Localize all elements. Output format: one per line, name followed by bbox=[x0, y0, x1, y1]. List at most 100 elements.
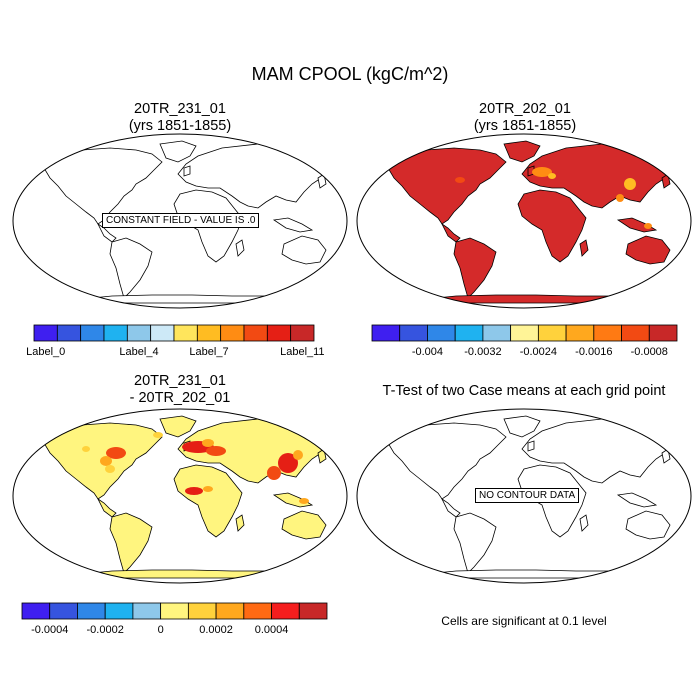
continent-greenland bbox=[159, 415, 197, 438]
colorbar-label: -0.004 bbox=[412, 346, 443, 358]
panel-4-title-line1: T-Test of two Case means at each grid po… bbox=[382, 383, 666, 399]
hotspot bbox=[455, 177, 465, 183]
colorbar-swatch bbox=[266, 324, 292, 342]
map-border bbox=[12, 133, 348, 309]
colorbar-swatch bbox=[290, 324, 315, 342]
colorbar-swatch bbox=[215, 602, 245, 620]
colorbar-label: -0.0008 bbox=[631, 346, 668, 358]
colorbar-swatch bbox=[565, 324, 595, 342]
hotspot bbox=[105, 465, 115, 473]
colorbar-swatch bbox=[537, 324, 567, 342]
hotspot bbox=[206, 446, 226, 456]
colorbar-swatch bbox=[21, 602, 51, 620]
colorbar-label: Label_0 bbox=[26, 346, 65, 358]
colorbar-swatch bbox=[371, 324, 401, 342]
continent-madagascar bbox=[579, 239, 589, 257]
panel-3-title: 20TR_231_01 - 20TR_202_01 bbox=[40, 373, 320, 407]
continent-australia bbox=[625, 235, 671, 265]
hotspot bbox=[299, 498, 309, 504]
map-border bbox=[356, 133, 692, 309]
colorbar-swatch bbox=[399, 324, 428, 342]
panel-1-title-line1: 20TR_231_01 bbox=[134, 101, 226, 117]
continent-australia bbox=[625, 510, 671, 540]
colorbar-label: -0.0002 bbox=[87, 624, 124, 636]
panel-1-colorbar: Label_0 Label_4 Label_7 Label_11 bbox=[26, 324, 325, 365]
hotspot bbox=[532, 167, 552, 177]
panel-3-colorbar: -0.0004 -0.0002 0 0.0002 0.0004 bbox=[21, 602, 328, 643]
colorbar-swatch bbox=[77, 602, 106, 620]
panel-1-title: 20TR_231_01 (yrs 1851-1855) bbox=[40, 101, 320, 135]
colorbar-label: 0 bbox=[158, 624, 164, 636]
colorbar-swatch bbox=[271, 602, 300, 620]
colorbar-label: Label_4 bbox=[119, 346, 158, 358]
colorbar-label: Label_7 bbox=[189, 346, 228, 358]
continent-madagascar bbox=[235, 239, 245, 257]
land-group bbox=[387, 140, 687, 304]
continent-madagascar bbox=[579, 514, 589, 532]
hotspot bbox=[267, 466, 281, 480]
map-border bbox=[356, 408, 692, 584]
panel-4-title: T-Test of two Case means at each grid po… bbox=[356, 383, 692, 400]
continent-africa bbox=[173, 464, 243, 538]
colorbar-swatch bbox=[132, 602, 162, 620]
continent-australia bbox=[281, 510, 327, 540]
hotspot bbox=[293, 450, 303, 460]
panel-4-map bbox=[356, 407, 692, 585]
colorbar-swatch bbox=[103, 324, 128, 342]
continent-greenland bbox=[503, 140, 541, 163]
land-group bbox=[43, 140, 343, 304]
colorbar-swatch bbox=[621, 324, 650, 342]
panel-2-title-line2: (yrs 1851-1855) bbox=[473, 118, 577, 134]
continent-greenland bbox=[159, 140, 197, 163]
hotspot bbox=[202, 439, 214, 447]
colorbar-swatch bbox=[454, 324, 484, 342]
panel-1-title-line2: (yrs 1851-1855) bbox=[128, 118, 232, 134]
hotspot bbox=[106, 447, 126, 459]
colorbar-swatch bbox=[187, 602, 217, 620]
land-group bbox=[387, 415, 687, 579]
continent-new-zealand bbox=[333, 261, 343, 279]
continent-central-america bbox=[96, 497, 117, 518]
hotspot bbox=[82, 446, 90, 452]
continent-central-america bbox=[440, 497, 461, 518]
colorbar-swatch bbox=[104, 602, 134, 620]
continent-central-america bbox=[440, 222, 461, 243]
panel-2-title: 20TR_202_01 (yrs 1851-1855) bbox=[385, 101, 665, 135]
colorbar-label: -0.0032 bbox=[464, 346, 501, 358]
hotspot bbox=[548, 173, 556, 179]
panel-3-map bbox=[12, 407, 348, 585]
colorbar-swatch bbox=[482, 324, 512, 342]
panel-1-map bbox=[12, 132, 348, 310]
continent-uk bbox=[183, 165, 191, 177]
colorbar-swatch bbox=[243, 324, 268, 342]
continent-new-zealand bbox=[677, 261, 687, 279]
panel-1-overlay: CONSTANT FIELD - VALUE IS .0 bbox=[102, 213, 260, 228]
colorbar-swatch bbox=[80, 324, 105, 342]
panel-3-title-line1: 20TR_231_01 bbox=[134, 373, 226, 389]
continent-new-zealand bbox=[677, 536, 687, 554]
continent-australia bbox=[281, 235, 327, 265]
colorbar-swatch bbox=[593, 324, 622, 342]
continent-africa bbox=[517, 189, 587, 263]
hotspot bbox=[624, 178, 636, 190]
panel-2-colorbar: -0.004 -0.0032 -0.0024 -0.0016 -0.0008 bbox=[371, 324, 678, 365]
colorbar-swatch bbox=[298, 602, 328, 620]
continent-south-america bbox=[109, 512, 153, 574]
colorbar-swatch bbox=[427, 324, 456, 342]
colorbar-label: -0.0016 bbox=[575, 346, 612, 358]
continent-madagascar bbox=[235, 514, 245, 532]
colorbar-swatch bbox=[196, 324, 222, 342]
figure-title: MAM CPOOL (kgC/m^2) bbox=[251, 64, 449, 84]
continent-greenland bbox=[503, 415, 541, 438]
colorbar-swatch bbox=[510, 324, 539, 342]
colorbar-label: 0.0002 bbox=[199, 624, 233, 636]
continent-south-america bbox=[453, 237, 497, 299]
hotspot bbox=[100, 456, 112, 466]
colorbar-swatch bbox=[56, 324, 82, 342]
continent-se-asia-islands bbox=[616, 492, 658, 508]
panel-4-note: Cells are significant at 0.1 level bbox=[441, 614, 607, 628]
land-group bbox=[43, 415, 343, 579]
colorbar-swatch bbox=[49, 602, 78, 620]
hotspot bbox=[278, 453, 298, 473]
colorbar-swatch bbox=[220, 324, 245, 342]
